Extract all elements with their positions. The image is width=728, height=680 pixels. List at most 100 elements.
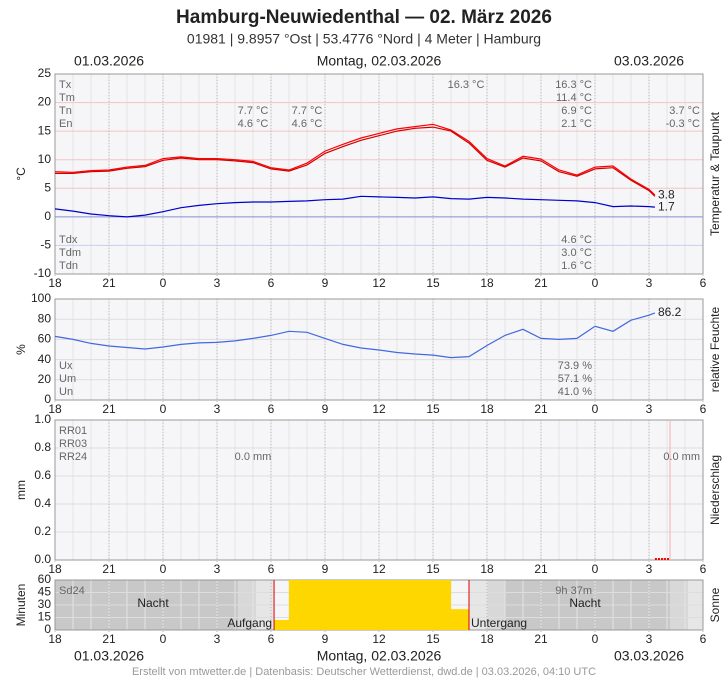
y-tick-label: 0.6 [34,468,51,482]
y-axis-label: Minuten [14,584,28,627]
x-tick-label: 18 [480,562,494,576]
sunrise-label: Aufgang [227,616,272,630]
y-tick-label: 80 [38,311,52,325]
x-tick-label: 18 [48,562,62,576]
y-tick-label: 0 [44,392,51,406]
stat-value: 4.6 °C [292,118,323,130]
stat-value: 1.6 °C [561,260,592,272]
x-tick-label: 6 [268,562,275,576]
x-tick-label: 6 [700,402,707,416]
y-tick-label: 0.8 [34,440,51,454]
x-tick-label: 21 [534,562,548,576]
y-tick-label: 60 [38,572,52,586]
y-tick-label: 15 [38,123,52,137]
stat-value: -0.3 °C [666,118,700,130]
x-tick-label: 15 [426,276,440,290]
x-tick-label: 6 [700,632,707,646]
stat-value: 4.6 °C [238,118,269,130]
stat-value: 3.7 °C [669,105,700,117]
y-tick-label: 10 [38,152,52,166]
stat-value: 2.1 °C [561,118,592,130]
bar [667,558,669,560]
y-tick-label: 25 [38,66,52,80]
x-tick-label: 0 [592,276,599,290]
stat-value: 0.0 mm [235,451,272,463]
end-value-label: 1.7 [658,199,675,213]
stat-value: 73.9 % [558,360,592,372]
y-tick-label: 20 [38,95,52,109]
bar [451,609,469,630]
series-line [54,123,656,196]
x-tick-label: 21 [102,562,116,576]
date-left: 01.03.2026 [74,53,144,69]
end-value-label: 3.8 [658,187,675,201]
x-tick-label: 3 [214,402,221,416]
x-tick-label: 3 [646,402,653,416]
bar [415,580,433,630]
x-tick-label: 0 [160,562,167,576]
stat-label: RR01 [59,425,87,437]
bar [379,580,397,630]
x-tick-label: 15 [426,632,440,646]
x-tick-label: 12 [372,276,386,290]
bar [397,580,415,630]
footer: Erstellt von mtwetter.de | Datenbasis: D… [132,666,596,678]
bar [274,620,293,630]
y-tick-label: 0.2 [34,524,51,538]
stat-label: Tdn [59,260,78,272]
x-tick-label: 9 [322,402,329,416]
x-tick-label: 0 [592,402,599,416]
bar [661,558,664,560]
bar [307,580,325,630]
night-label: Nacht [569,596,601,610]
stat-label: Tm [59,92,75,104]
y-tick-label: 0.4 [34,496,51,510]
date-left: 01.03.2026 [74,648,144,664]
stat-label: Tdm [59,247,81,259]
y-tick-label: 0 [44,622,51,636]
x-tick-label: 0 [160,632,167,646]
x-tick-label: 21 [102,276,116,290]
x-tick-label: 0 [160,276,167,290]
x-tick-label: 18 [48,402,62,416]
stat-label: Um [59,373,76,385]
y-tick-label: 40 [38,352,52,366]
x-tick-label: 18 [48,276,62,290]
right-axis-label: relative Feuchte [708,306,722,392]
stat-label: RR03 [59,438,87,450]
stat-value: 4.6 °C [561,234,592,246]
bar [658,558,660,560]
x-tick-label: 21 [102,632,116,646]
stat-label: Tx [59,79,72,91]
stat-label: Tdx [59,234,78,246]
stat-value: 57.1 % [558,373,592,385]
right-axis-label: Temperatur & Taupunkt [708,111,722,236]
x-tick-label: 9 [322,632,329,646]
bar [289,580,307,630]
y-axis-label: % [14,344,28,355]
stat-value: 0.0 mm [663,451,700,463]
stat-value: 16.3 °C [448,79,485,91]
y-axis-label: mm [14,480,28,500]
stat-value: 9h 37m [555,585,592,597]
series-line [55,126,656,197]
bar [343,580,361,630]
stat-value: 6.9 °C [561,105,592,117]
y-tick-label: 45 [38,585,52,599]
y-tick-label: 5 [44,180,51,194]
bar [654,558,657,560]
x-tick-label: 18 [480,632,494,646]
y-tick-label: 20 [38,372,52,386]
y-tick-label: 1.0 [34,412,51,426]
x-tick-label: 21 [534,276,548,290]
y-tick-label: 0.0 [34,552,51,566]
end-value-label: 86.2 [658,305,682,319]
stat-label: RR24 [59,451,87,463]
x-tick-label: 12 [372,562,386,576]
x-tick-label: 21 [102,402,116,416]
night-label: Nacht [137,596,169,610]
stat-value: 11.4 °C [556,92,592,104]
date-center: Montag, 02.03.2026 [317,53,442,69]
x-tick-label: 15 [426,402,440,416]
bar [325,580,343,630]
